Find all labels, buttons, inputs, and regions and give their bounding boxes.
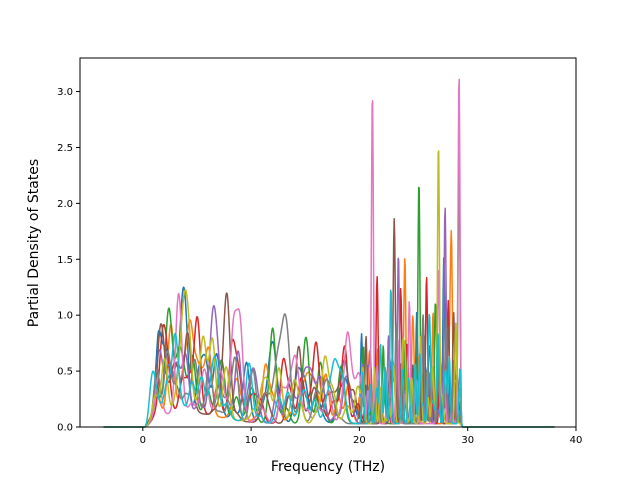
x-tick-label: 40 xyxy=(570,435,583,446)
x-tick-label: 10 xyxy=(245,435,258,446)
x-tick-label: 20 xyxy=(353,435,366,446)
y-tick-label: 0.0 xyxy=(57,423,73,434)
y-axis-ticks: 0.0 0.5 1.0 1.5 2.0 2.5 3.0 xyxy=(57,87,80,434)
y-axis-label: Partial Density of States xyxy=(26,159,42,327)
y-tick-label: 0.5 xyxy=(57,367,73,378)
y-tick-label: 1.0 xyxy=(57,311,73,322)
x-axis-label: Frequency (THz) xyxy=(271,459,385,475)
y-tick-label: 3.0 xyxy=(57,87,73,98)
x-tick-label: 30 xyxy=(461,435,474,446)
x-axis-ticks: 0 10 20 30 40 xyxy=(140,427,583,446)
y-tick-label: 2.5 xyxy=(57,143,73,154)
y-tick-label: 2.0 xyxy=(57,199,73,210)
plot-frame xyxy=(79,57,577,428)
y-tick-label: 1.5 xyxy=(57,255,73,266)
x-tick-label: 0 xyxy=(140,435,146,446)
